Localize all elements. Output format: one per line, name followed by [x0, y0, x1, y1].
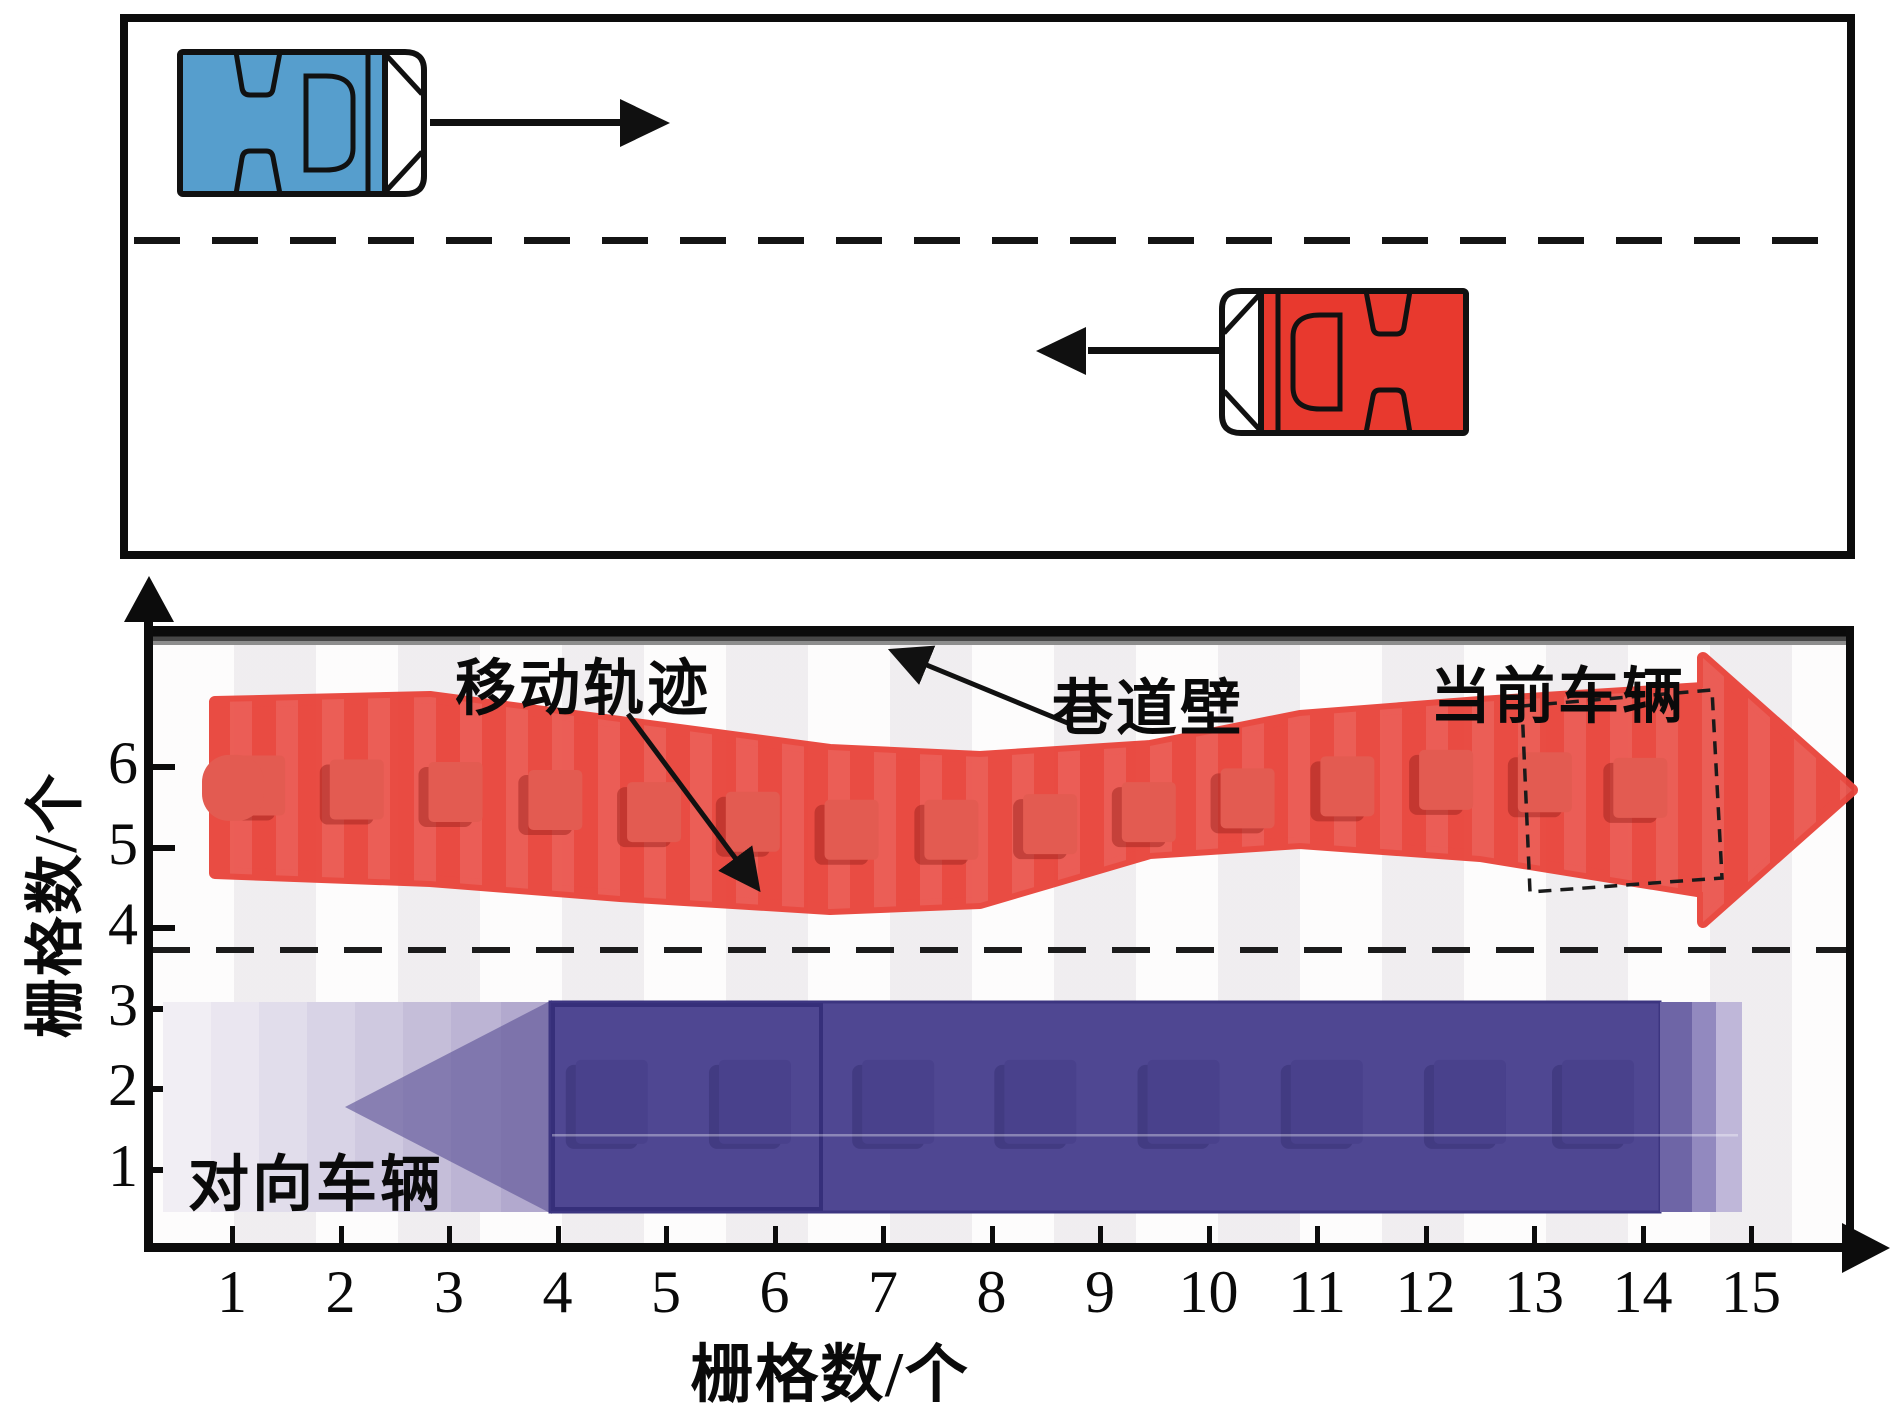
x-tick-label: 8 — [976, 1259, 1007, 1325]
x-tick-label: 11 — [1288, 1259, 1346, 1325]
x-tick-mark — [555, 1226, 561, 1246]
y-tick-mark — [153, 1166, 175, 1173]
oncoming-vehicle-label: 对向车辆 — [188, 1152, 445, 1219]
y-axis-arrow-icon — [124, 576, 174, 622]
tunnel-wall-line — [148, 626, 1853, 645]
x-tick-mark — [664, 1226, 669, 1246]
x-tick-mark — [1206, 1226, 1212, 1246]
x-tick-mark — [1315, 1226, 1320, 1246]
x-tick-label: 13 — [1504, 1259, 1564, 1325]
x-tick-label: 2 — [325, 1259, 356, 1325]
x-axis-title: 栅格数/个 — [690, 1340, 970, 1410]
y-tick-mark — [153, 925, 175, 931]
x-axis-arrow-icon — [1842, 1223, 1890, 1273]
x-tick-label: 6 — [759, 1259, 790, 1325]
x-tick-mark — [1098, 1226, 1103, 1246]
x-tick-mark — [230, 1226, 235, 1246]
ego-direction-arrow-shaft — [430, 119, 620, 126]
x-tick-label: 10 — [1178, 1259, 1239, 1325]
trajectory-label: 移动轨迹 — [455, 656, 712, 723]
y-tick-label: 2 — [108, 1052, 138, 1118]
y-tick-mark — [153, 844, 175, 851]
ego-direction-arrow-head — [620, 99, 670, 147]
y-tick-label: 3 — [108, 971, 138, 1038]
x-tick-label: 15 — [1721, 1259, 1781, 1325]
x-tick-mark — [772, 1226, 778, 1246]
oncoming-direction-arrow-shaft — [1088, 347, 1223, 354]
y-axis-title: 栅格数/个 — [23, 771, 89, 1039]
red-vehicle-icon — [1218, 287, 1470, 437]
x-tick-label: 5 — [651, 1259, 681, 1325]
lane-divider-dashed — [134, 237, 1839, 244]
x-axis — [144, 1243, 1856, 1252]
x-tick-label: 3 — [434, 1259, 464, 1325]
x-tick-label: 1 — [217, 1259, 247, 1325]
oncoming-direction-arrow-head — [1036, 327, 1086, 375]
x-tick-mark — [1749, 1226, 1754, 1246]
y-tick-mark — [153, 1086, 175, 1092]
x-tick-mark — [447, 1226, 452, 1246]
y-axis — [144, 600, 153, 1250]
y-tick-label: 6 — [108, 730, 138, 796]
x-tick-label: 9 — [1085, 1259, 1115, 1325]
x-tick-mark — [1640, 1226, 1646, 1246]
x-tick-label: 14 — [1612, 1259, 1673, 1325]
x-tick-mark — [881, 1226, 886, 1246]
x-tick-label: 7 — [868, 1259, 898, 1325]
x-tick-label: 12 — [1395, 1259, 1456, 1325]
plot-right-border — [1846, 626, 1854, 1250]
x-tick-mark — [338, 1226, 344, 1246]
x-tick-label: 4 — [542, 1259, 573, 1325]
x-tick-mark — [989, 1226, 995, 1246]
road-schematic-panel — [120, 14, 1855, 559]
wall-label: 巷道壁 — [1052, 676, 1245, 743]
chart-lane-divider-dashed — [152, 947, 1846, 953]
blue-vehicle-icon — [176, 48, 428, 198]
y-tick-label: 4 — [108, 891, 138, 957]
y-tick-label: 1 — [108, 1132, 138, 1199]
x-tick-mark — [1423, 1226, 1429, 1246]
y-tick-mark — [153, 1005, 175, 1012]
y-tick-label: 5 — [108, 810, 138, 877]
current-vehicle-label: 当前车辆 — [1430, 664, 1687, 731]
y-tick-mark — [153, 764, 175, 770]
x-tick-mark — [1532, 1226, 1537, 1246]
